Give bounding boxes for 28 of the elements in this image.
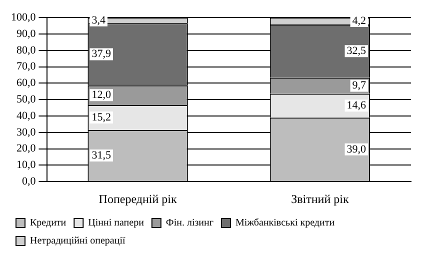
y-tick-label: 70,0 [16, 60, 36, 73]
y-tick-label: 20,0 [16, 142, 36, 155]
data-label: 4,2 [352, 14, 366, 27]
y-tick-label: 30,0 [16, 126, 36, 138]
x-tick-label: Звітний рік [291, 192, 349, 206]
data-label: 9,7 [352, 80, 367, 92]
y-tick-label: 80,0 [16, 44, 36, 56]
data-label: 37,9 [92, 48, 112, 60]
legend-label: Міжбанківські кредити [235, 218, 336, 229]
y-tick-label: 40,0 [16, 110, 36, 122]
legend-label: Фін. лізинг [166, 218, 214, 229]
y-tick-label: 50,0 [16, 93, 36, 106]
y-tick-label: 60,0 [16, 77, 36, 90]
data-label: 12,0 [92, 89, 112, 102]
legend-label: Кредити [30, 218, 67, 229]
data-label: 32,5 [346, 45, 367, 58]
data-label: 15,2 [92, 111, 111, 124]
y-tick-label: 90,0 [16, 28, 36, 40]
data-label: 3,4 [92, 14, 106, 26]
data-label: 14,6 [346, 100, 367, 112]
y-tick-label: 0,0 [22, 175, 36, 188]
data-label: 39,0 [346, 143, 367, 156]
x-tick-label: Попередній рік [98, 192, 177, 206]
y-tick-label: 100,0 [11, 11, 36, 24]
legend-label: Цінні папери [88, 218, 145, 229]
legend-label: Нетрадиційні операції [30, 236, 126, 247]
y-tick-label: 10,0 [16, 159, 36, 172]
data-label: 31,5 [92, 149, 112, 162]
